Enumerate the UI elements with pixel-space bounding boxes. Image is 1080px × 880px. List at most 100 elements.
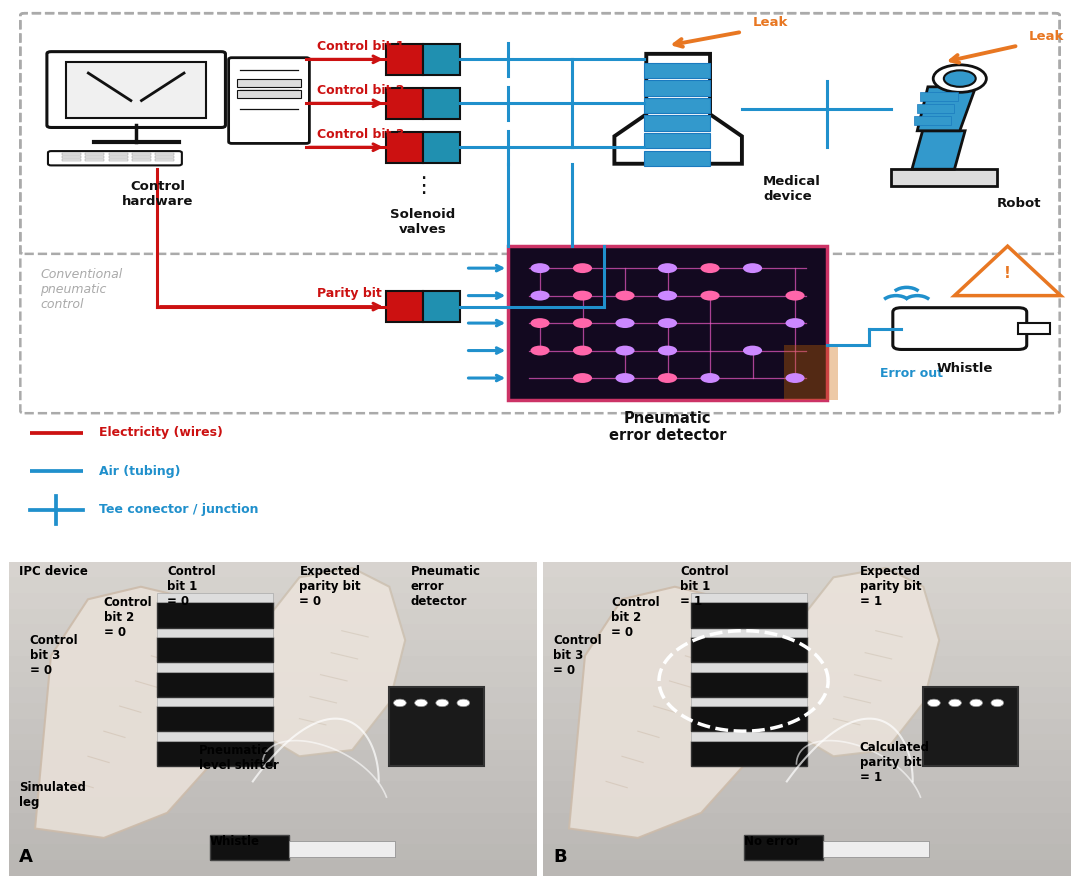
- Bar: [9, 593, 538, 609]
- FancyBboxPatch shape: [48, 151, 181, 165]
- Bar: [423, 88, 460, 119]
- Text: Tee conector / junction: Tee conector / junction: [99, 503, 258, 517]
- Circle shape: [944, 70, 975, 87]
- Bar: [157, 627, 273, 637]
- Bar: [132, 158, 151, 161]
- Circle shape: [928, 699, 941, 707]
- Bar: [920, 92, 958, 101]
- Text: Electricity (wires): Electricity (wires): [99, 427, 222, 439]
- Bar: [691, 697, 807, 706]
- Bar: [542, 577, 1071, 593]
- Circle shape: [530, 290, 550, 301]
- Bar: [542, 766, 1071, 781]
- Circle shape: [530, 263, 550, 273]
- Bar: [542, 656, 1071, 671]
- Bar: [691, 593, 807, 603]
- Text: Control
bit 3
= 0: Control bit 3 = 0: [30, 634, 79, 677]
- Text: Control
bit 2
= 0: Control bit 2 = 0: [104, 596, 152, 639]
- Bar: [157, 706, 273, 731]
- Bar: [644, 150, 710, 166]
- Bar: [1018, 323, 1050, 334]
- Bar: [9, 813, 538, 828]
- Bar: [644, 80, 710, 96]
- Bar: [542, 625, 1071, 640]
- Circle shape: [658, 373, 677, 383]
- Bar: [644, 62, 710, 78]
- Bar: [157, 593, 273, 603]
- Circle shape: [701, 290, 719, 301]
- Bar: [156, 156, 175, 158]
- Bar: [9, 719, 538, 734]
- Polygon shape: [781, 568, 940, 756]
- Bar: [691, 671, 807, 697]
- Bar: [691, 627, 807, 637]
- Bar: [423, 44, 460, 75]
- Circle shape: [701, 263, 719, 273]
- Bar: [157, 637, 273, 662]
- Text: Pneumatic
level shifter: Pneumatic level shifter: [199, 744, 279, 772]
- Circle shape: [616, 346, 635, 356]
- Circle shape: [573, 346, 592, 356]
- Circle shape: [616, 373, 635, 383]
- Polygon shape: [569, 587, 765, 838]
- Bar: [9, 860, 538, 876]
- Bar: [542, 860, 1071, 876]
- Circle shape: [573, 290, 592, 301]
- Bar: [108, 153, 127, 155]
- Circle shape: [530, 346, 550, 356]
- Text: Medical
device: Medical device: [764, 175, 821, 202]
- Circle shape: [658, 319, 677, 328]
- FancyBboxPatch shape: [46, 52, 226, 128]
- Polygon shape: [246, 568, 405, 756]
- Text: B: B: [553, 848, 567, 866]
- Bar: [157, 697, 273, 706]
- Circle shape: [785, 373, 805, 383]
- Bar: [288, 841, 394, 857]
- Bar: [542, 640, 1071, 656]
- Circle shape: [785, 290, 805, 301]
- Bar: [644, 115, 710, 131]
- Bar: [108, 158, 127, 161]
- Bar: [9, 844, 538, 860]
- Bar: [157, 741, 273, 766]
- Text: Control bit 3: Control bit 3: [316, 128, 404, 141]
- Circle shape: [658, 290, 677, 301]
- Text: Conventional
pneumatic
control: Conventional pneumatic control: [41, 268, 123, 312]
- Bar: [156, 158, 175, 161]
- Bar: [9, 656, 538, 671]
- Bar: [9, 766, 538, 781]
- Bar: [157, 603, 273, 627]
- Circle shape: [701, 373, 719, 383]
- Bar: [132, 156, 151, 158]
- Bar: [386, 132, 423, 163]
- FancyBboxPatch shape: [229, 58, 309, 143]
- Text: Air (tubing): Air (tubing): [99, 465, 180, 478]
- Circle shape: [616, 290, 635, 301]
- Bar: [542, 781, 1071, 797]
- Bar: [108, 156, 127, 158]
- Bar: [9, 734, 538, 750]
- Circle shape: [436, 699, 448, 707]
- Bar: [9, 797, 538, 813]
- Text: No error: No error: [743, 835, 799, 847]
- Circle shape: [616, 319, 635, 328]
- Text: Control bit 2: Control bit 2: [316, 84, 404, 97]
- Bar: [423, 291, 460, 322]
- Text: Expected
parity bit
= 1: Expected parity bit = 1: [860, 565, 921, 608]
- Bar: [9, 750, 538, 766]
- Text: Pneumatic
error
detector: Pneumatic error detector: [410, 565, 481, 608]
- Bar: [238, 90, 301, 98]
- Polygon shape: [955, 246, 1061, 296]
- Bar: [157, 662, 273, 671]
- Bar: [542, 609, 1071, 625]
- Polygon shape: [35, 587, 231, 838]
- Bar: [691, 706, 807, 731]
- Bar: [542, 797, 1071, 813]
- Bar: [691, 662, 807, 671]
- Bar: [389, 687, 485, 766]
- Bar: [386, 44, 423, 75]
- Circle shape: [658, 346, 677, 356]
- Circle shape: [415, 699, 428, 707]
- Bar: [542, 813, 1071, 828]
- Bar: [743, 835, 823, 860]
